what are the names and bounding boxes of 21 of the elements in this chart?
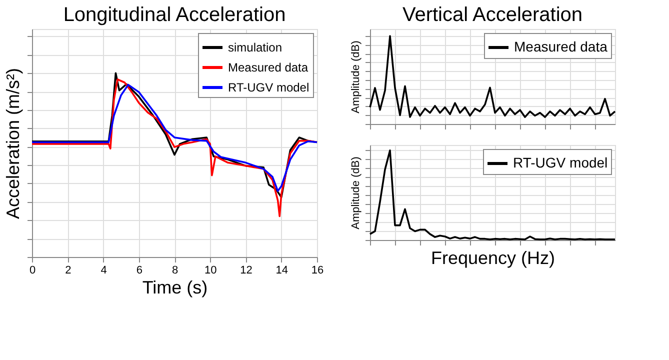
y-axis-title: Amplitude (dB) [350, 156, 362, 230]
x-tick-label: 8 [172, 264, 178, 276]
x-tick-label: 14 [276, 264, 288, 276]
chart-title: Vertical Acceleration [402, 4, 583, 26]
y-axis-title: Amplitude (dB) [350, 40, 362, 114]
x-axis-title: Frequency (Hz) [430, 248, 556, 268]
x-tick-label: 16 [311, 264, 324, 276]
x-axis-title: Time (s) [142, 278, 208, 298]
legend-label: RT-UGV model [513, 154, 608, 170]
x-tick-label: 12 [240, 264, 252, 276]
x-tick-label: 10 [204, 264, 217, 276]
y-axis-title: Acceleration (m/s²) [3, 68, 23, 220]
legend-label: RT-UGV model [228, 80, 310, 94]
x-tick-label: 4 [100, 264, 107, 276]
x-tick-label: 2 [65, 264, 72, 276]
x-tick-label: 0 [29, 264, 36, 276]
x-tick-label: 6 [136, 264, 142, 276]
chart-title: Longitudinal Acceleration [63, 4, 286, 26]
legend-label: Measured data [228, 60, 308, 74]
legend-label: simulation [228, 40, 282, 54]
legend-label: Measured data [514, 38, 608, 54]
